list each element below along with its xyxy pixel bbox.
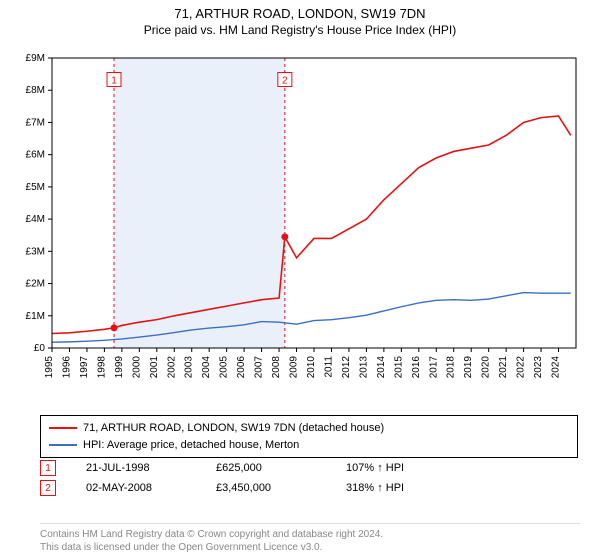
- svg-text:2004: 2004: [201, 356, 212, 379]
- svg-text:2018: 2018: [446, 356, 457, 379]
- svg-text:2016: 2016: [411, 356, 422, 379]
- svg-text:1998: 1998: [96, 356, 107, 379]
- svg-text:2022: 2022: [516, 356, 527, 379]
- svg-text:£4M: £4M: [26, 214, 45, 225]
- svg-text:2017: 2017: [428, 356, 439, 379]
- svg-text:2006: 2006: [236, 356, 247, 379]
- sales-table: 1 21-JUL-1998£625,000107% ↑ HPI 2 02-MAY-20…: [40, 460, 476, 500]
- legend-label-hpi: HPI: Average price, detached house, Mert…: [83, 439, 299, 451]
- svg-text:2002: 2002: [166, 356, 177, 379]
- svg-text:2019: 2019: [463, 356, 474, 379]
- svg-text:2003: 2003: [184, 356, 195, 379]
- footer: Contains HM Land Registry data © Crown c…: [40, 523, 580, 554]
- svg-text:2: 2: [282, 76, 288, 87]
- sale-hpi: 318% ↑ HPI: [346, 482, 476, 494]
- legend: 71, ARTHUR ROAD, LONDON, SW19 7DN (detac…: [40, 415, 578, 458]
- sale-marker: 1: [40, 460, 56, 476]
- svg-text:2023: 2023: [533, 356, 544, 379]
- svg-text:1: 1: [111, 76, 117, 87]
- sale-date: 21-JUL-1998: [86, 462, 216, 474]
- svg-text:£2M: £2M: [26, 279, 45, 290]
- chart-svg: £0 £1M £2M £3M £4M £5M £6M £7M £8M £9M 1995 1996 199…: [10, 52, 590, 402]
- svg-text:£0: £0: [34, 343, 46, 354]
- footer-licence: This data is licensed under the Open Gov…: [40, 541, 580, 554]
- svg-text:2009: 2009: [289, 356, 300, 379]
- sale-date: 02-MAY-2008: [86, 482, 216, 494]
- svg-text:£3M: £3M: [26, 246, 45, 257]
- sale-price: £625,000: [216, 462, 346, 474]
- svg-text:£9M: £9M: [26, 53, 45, 64]
- svg-text:2007: 2007: [254, 356, 265, 379]
- svg-text:2010: 2010: [306, 356, 317, 379]
- svg-text:£1M: £1M: [26, 311, 45, 322]
- legend-label-property: 71, ARTHUR ROAD, LONDON, SW19 7DN (detac…: [83, 422, 384, 434]
- svg-text:2000: 2000: [131, 356, 142, 379]
- sale-row: 1 21-JUL-1998£625,000107% ↑ HPI: [40, 460, 476, 476]
- svg-text:2020: 2020: [481, 356, 492, 379]
- svg-text:£5M: £5M: [26, 182, 45, 193]
- svg-text:1995: 1995: [44, 356, 55, 379]
- svg-text:2011: 2011: [323, 356, 334, 378]
- legend-swatch-hpi: [49, 444, 77, 446]
- svg-text:2001: 2001: [149, 356, 160, 379]
- legend-item-hpi: HPI: Average price, detached house, Mert…: [49, 437, 569, 454]
- svg-text:£8M: £8M: [26, 85, 45, 96]
- svg-text:2005: 2005: [219, 356, 230, 379]
- sale-price: £3,450,000: [216, 482, 346, 494]
- svg-text:£7M: £7M: [26, 117, 45, 128]
- chart-container: 71, ARTHUR ROAD, LONDON, SW19 7DN Price …: [0, 0, 600, 560]
- sale-row: 2 02-MAY-2008£3,450,000318% ↑ HPI: [40, 480, 476, 496]
- footer-copyright: Contains HM Land Registry data © Crown c…: [40, 528, 580, 541]
- svg-text:1997: 1997: [79, 356, 90, 379]
- svg-text:2014: 2014: [376, 356, 387, 379]
- svg-text:2024: 2024: [551, 356, 562, 379]
- svg-text:2008: 2008: [271, 356, 282, 379]
- svg-text:1996: 1996: [61, 356, 72, 379]
- svg-text:£6M: £6M: [26, 150, 45, 161]
- title-block: 71, ARTHUR ROAD, LONDON, SW19 7DN Price …: [0, 0, 600, 38]
- svg-text:2013: 2013: [358, 356, 369, 379]
- title-address: 71, ARTHUR ROAD, LONDON, SW19 7DN: [0, 6, 600, 23]
- chart: £0 £1M £2M £3M £4M £5M £6M £7M £8M £9M 1995 1996 199…: [10, 52, 590, 402]
- sale-marker: 2: [40, 480, 56, 496]
- svg-text:2015: 2015: [393, 356, 404, 379]
- svg-text:2012: 2012: [341, 356, 352, 379]
- title-subtitle: Price paid vs. HM Land Registry's House …: [0, 23, 600, 39]
- legend-item-property: 71, ARTHUR ROAD, LONDON, SW19 7DN (detac…: [49, 420, 569, 437]
- svg-text:2021: 2021: [498, 356, 509, 379]
- legend-swatch-property: [49, 427, 77, 429]
- svg-text:1999: 1999: [114, 356, 125, 379]
- sale-hpi: 107% ↑ HPI: [346, 462, 476, 474]
